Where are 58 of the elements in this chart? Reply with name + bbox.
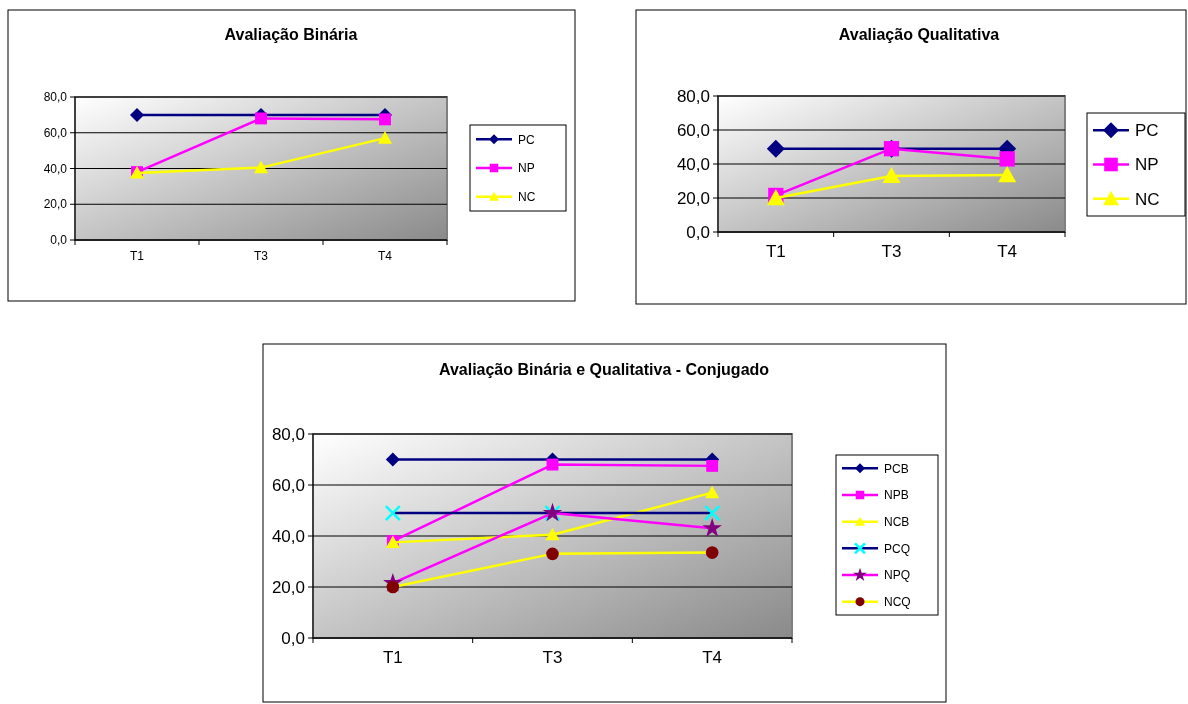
- point: [378, 131, 392, 144]
- x-tick-label: T1: [129, 249, 145, 263]
- x-tick-label: T1: [765, 242, 786, 261]
- legend-label: NCQ: [884, 594, 911, 609]
- legend-label: NPB: [884, 488, 909, 503]
- point: [384, 504, 402, 522]
- x-tick-label: T3: [253, 249, 269, 263]
- y-tick-label: 20,0: [676, 188, 710, 208]
- y-tick-label: 80,0: [43, 90, 68, 105]
- point: [702, 518, 722, 537]
- legend-label: NC: [518, 189, 536, 204]
- legend-label: NPQ: [884, 568, 911, 583]
- point: [999, 151, 1015, 167]
- point: [998, 166, 1017, 183]
- x-tick-label: T1: [382, 648, 403, 667]
- y-tick-label: 80,0: [676, 86, 710, 106]
- y-tick-label: 60,0: [43, 125, 68, 140]
- x-tick-label: T4: [702, 648, 723, 667]
- legend-label: NP: [1135, 155, 1159, 175]
- point: [705, 485, 720, 499]
- y-tick-label: 20,0: [271, 577, 305, 597]
- legend-label: PCQ: [884, 541, 911, 556]
- y-tick-label: 0,0: [50, 233, 68, 248]
- legend-label: NC: [1135, 189, 1160, 209]
- y-tick-label: 20,0: [43, 197, 68, 212]
- y-tick-label: 40,0: [43, 161, 68, 176]
- point: [705, 546, 719, 559]
- point: [546, 547, 559, 561]
- chart-title: Avaliação Qualitativa: [838, 26, 1000, 43]
- point: [130, 107, 144, 122]
- point: [766, 139, 785, 158]
- y-tick-label: 80,0: [271, 424, 305, 444]
- y-tick-label: 60,0: [676, 120, 710, 140]
- chart-title: Avaliação Binária e Qualitativa - Conjugado: [438, 361, 770, 378]
- legend-label: PC: [518, 132, 535, 147]
- legend-label: NCB: [884, 514, 910, 529]
- y-tick-label: 40,0: [271, 526, 305, 546]
- point: [706, 459, 719, 472]
- point: [882, 166, 901, 184]
- x-tick-label: T3: [881, 242, 902, 261]
- point: [703, 504, 721, 522]
- chart-title: Avaliação Binária: [224, 26, 358, 43]
- point: [255, 112, 267, 125]
- y-tick-label: 60,0: [271, 475, 305, 495]
- y-tick-label: 0,0: [281, 628, 305, 648]
- x-tick-label: T4: [997, 242, 1018, 261]
- point: [546, 458, 559, 471]
- point: [254, 160, 268, 174]
- legend-label: PC: [1135, 121, 1159, 141]
- legend-label: NP: [518, 161, 535, 176]
- x-tick-label: T3: [542, 648, 563, 667]
- legend-label: PCB: [884, 461, 909, 476]
- point: [379, 113, 391, 126]
- point: [385, 452, 400, 467]
- x-tick-label: T4: [377, 249, 393, 263]
- y-tick-label: 0,0: [686, 222, 710, 242]
- point: [545, 527, 560, 541]
- y-tick-label: 40,0: [676, 154, 710, 174]
